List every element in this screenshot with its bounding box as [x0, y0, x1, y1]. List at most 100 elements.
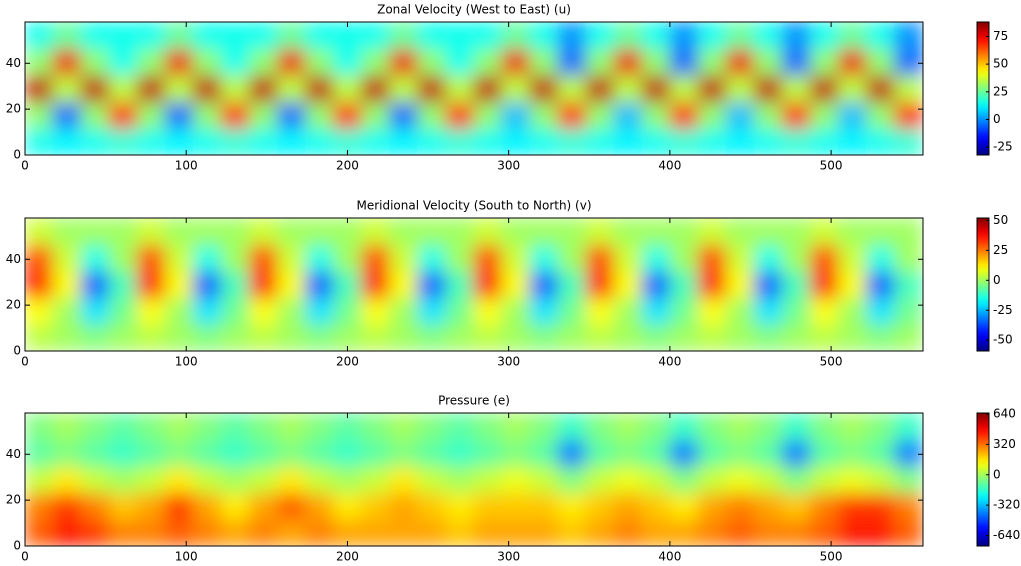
- heatmap-cell: [248, 218, 278, 246]
- heatmap-cell: [669, 22, 699, 50]
- colorbar: [976, 217, 990, 352]
- heatmap-cell: [164, 74, 194, 103]
- heatmap-cell: [305, 74, 335, 103]
- heatmap-cell: [445, 127, 475, 155]
- heatmap-cell: [417, 244, 447, 272]
- colorbar-tick-label: 25: [993, 243, 1008, 257]
- heatmap-cell: [894, 48, 923, 76]
- heatmap-cell: [725, 270, 755, 299]
- heatmap-cell: [809, 270, 840, 299]
- heatmap-cell: [669, 492, 699, 520]
- heatmap-cell: [52, 323, 82, 351]
- heatmap-cell: [25, 48, 54, 76]
- heatmap-cell: [753, 297, 783, 325]
- heatmap-cell: [220, 101, 250, 129]
- heatmap-cell: [445, 101, 475, 129]
- heatmap-cell: [248, 244, 278, 272]
- heatmap-cell: [445, 74, 475, 103]
- heatmap-cell: [108, 323, 138, 351]
- heatmap-cell: [613, 323, 643, 351]
- heatmap-cell: [276, 22, 307, 50]
- heatmap-cell: [725, 48, 755, 76]
- heatmap-cell: [220, 323, 250, 351]
- heatmap-cell: [669, 439, 699, 467]
- heatmap-cell: [697, 323, 727, 351]
- heatmap-cell: [697, 465, 727, 494]
- heatmap-cell: [276, 218, 307, 246]
- heatmap-cell: [52, 413, 82, 441]
- heatmap-cell: [501, 127, 531, 155]
- heatmap-cell: [725, 244, 755, 272]
- heatmap-cell: [781, 127, 811, 155]
- heatmap-cell: [725, 218, 755, 246]
- heatmap-cell: [669, 518, 699, 546]
- heatmap-cell: [417, 465, 447, 494]
- heatmap-cell: [80, 465, 110, 494]
- y-tick-label: 20: [6, 102, 21, 116]
- heatmap-cell: [529, 218, 559, 246]
- heatmap-cell: [389, 48, 419, 76]
- heatmap-cell: [641, 439, 671, 467]
- heatmap-cell: [641, 244, 671, 272]
- heatmap-cell: [894, 297, 923, 325]
- heatmap-cell: [725, 297, 755, 325]
- heatmap-cell: [613, 465, 643, 494]
- heatmap-cell: [557, 323, 587, 351]
- heatmap-cell: [781, 48, 811, 76]
- heatmap-cell: [894, 127, 923, 155]
- heatmap-cell: [894, 439, 923, 467]
- heatmap-cell: [753, 22, 783, 50]
- heatmap-cell: [25, 323, 54, 351]
- heatmap-cell: [445, 48, 475, 76]
- heatmap-cell: [866, 439, 896, 467]
- heatmap-cell: [25, 244, 54, 272]
- x-tick-label: 200: [336, 159, 359, 173]
- heatmap-cell: [108, 297, 138, 325]
- heatmap-cell: [305, 323, 335, 351]
- heatmap-cell: [220, 270, 250, 299]
- x-tick-label: 100: [175, 355, 198, 369]
- heatmap-cell: [725, 74, 755, 103]
- heatmap-cell: [838, 413, 868, 441]
- heatmap-cell: [248, 101, 278, 129]
- heatmap-cell: [248, 74, 278, 103]
- y-tick-label: 20: [6, 493, 21, 507]
- heatmap-cell: [220, 518, 250, 546]
- heatmap-cell: [781, 465, 811, 494]
- heatmap-cell: [389, 270, 419, 299]
- heatmap-cell: [809, 518, 840, 546]
- heatmap-cell: [838, 439, 868, 467]
- heatmap-cell: [697, 218, 727, 246]
- heatmap-cell: [305, 492, 335, 520]
- heatmap-cell: [192, 297, 222, 325]
- colorbar-tick-label: -320: [993, 498, 1020, 512]
- heatmap-cell: [333, 48, 363, 76]
- heatmap-cell: [248, 413, 278, 441]
- heatmap-cell: [529, 439, 559, 467]
- colorbar-tick-label: 25: [993, 84, 1008, 98]
- heatmap-cell: [305, 465, 335, 494]
- heatmap-cell: [445, 492, 475, 520]
- y-tick-label: 0: [13, 148, 21, 162]
- heatmap-cell: [248, 22, 278, 50]
- heatmap-cell: [473, 101, 503, 129]
- colorbar-tick-label: -25: [993, 140, 1013, 154]
- heatmap-cell: [192, 218, 222, 246]
- heatmap-cell: [781, 297, 811, 325]
- x-tick-label: 0: [21, 550, 29, 564]
- heatmap-cell: [725, 518, 755, 546]
- heatmap-cell: [753, 244, 783, 272]
- heatmap-cell: [697, 48, 727, 76]
- heatmap-cell: [108, 74, 138, 103]
- heatmap-cell: [838, 22, 868, 50]
- heatmap-cell: [389, 218, 419, 246]
- heatmap-cell: [276, 48, 307, 76]
- colorbar-tick-label: -50: [993, 333, 1013, 347]
- heatmap-cell: [473, 413, 503, 441]
- heatmap-cell: [305, 218, 335, 246]
- heatmap-cell: [389, 413, 419, 441]
- heatmap-cell: [557, 518, 587, 546]
- heatmap-cell: [389, 492, 419, 520]
- x-tick-label: 500: [820, 159, 843, 173]
